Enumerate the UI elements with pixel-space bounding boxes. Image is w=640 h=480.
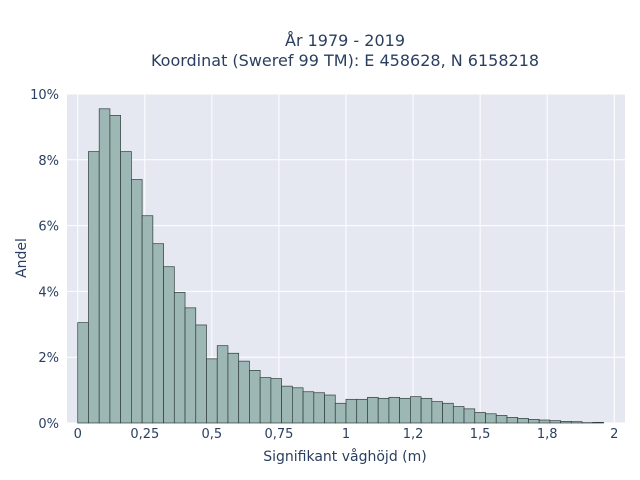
x-tick-label: 1,8: [537, 427, 558, 442]
histogram-bar: [291, 387, 304, 424]
x-tick-label: 1: [342, 427, 350, 442]
y-tick-label: 2%: [38, 351, 59, 366]
histogram-bar: [506, 417, 519, 424]
histogram-bar: [570, 421, 583, 424]
histogram-bar: [249, 370, 261, 424]
histogram-bar: [131, 179, 143, 424]
histogram-bar: [238, 360, 250, 424]
x-tick-label: 0,5: [202, 427, 223, 442]
histogram-bar: [313, 392, 325, 424]
x-tick-label: 2: [610, 427, 618, 442]
y-tick-labels: 0% 2% 4% 6% 8% 10%: [30, 88, 59, 432]
histogram-bar: [549, 420, 561, 424]
histogram-bar: [377, 397, 390, 424]
histogram-bar: [442, 402, 454, 424]
histogram-bar: [88, 151, 100, 424]
x-tick-label: 0,75: [264, 427, 293, 442]
histogram-bar: [399, 397, 411, 424]
histogram-bar: [216, 345, 229, 424]
y-tick-label: 0%: [38, 417, 59, 432]
histogram-bar: [538, 419, 551, 424]
histogram-bar: [485, 413, 497, 424]
histogram-bar: [302, 391, 315, 424]
y-tick-label: 10%: [30, 88, 59, 103]
histogram-bar: [324, 394, 336, 424]
histogram-bar: [163, 266, 175, 424]
histogram-bar: [281, 385, 293, 424]
y-tick-label: 6%: [38, 220, 59, 235]
histogram-bar: [77, 322, 89, 424]
histogram-bar: [431, 401, 443, 424]
histogram-bar: [98, 108, 111, 424]
histogram-bar: [463, 408, 476, 424]
histogram-bar: [152, 243, 164, 424]
histogram-bar: [120, 151, 132, 424]
histogram-bar: [495, 415, 508, 424]
histogram-bar: [109, 115, 122, 424]
bars: [77, 108, 604, 424]
histogram-bar: [206, 358, 218, 424]
histogram-bar: [474, 412, 486, 424]
histogram-bar: [227, 352, 240, 424]
x-axis-label: Signifikant våghöjd (m): [263, 448, 426, 465]
x-tick-labels: 0 0,25 0,5 0,75 1 1,2 1,5 1,8 2: [74, 427, 619, 442]
x-tick-label: 0: [74, 427, 82, 442]
histogram-bar: [452, 406, 465, 424]
histogram-bar: [410, 396, 422, 424]
histogram-bar: [334, 402, 347, 424]
histogram-bar: [356, 398, 368, 424]
histogram-bar: [270, 378, 282, 424]
chart-subtitle: Koordinat (Sweref 99 TM): E 458628, N 61…: [151, 51, 539, 70]
histogram-bar: [345, 398, 358, 424]
histogram-bar: [528, 419, 540, 424]
y-axis-label: Andel: [14, 238, 30, 278]
histogram-bar: [259, 377, 272, 424]
histogram-bar: [388, 396, 401, 424]
histogram-bar: [195, 324, 207, 424]
x-tick-label: 0,25: [130, 427, 159, 442]
histogram-bar: [184, 307, 197, 424]
histogram-bar: [420, 397, 433, 424]
x-tick-label: 1,2: [403, 427, 424, 442]
y-tick-label: 8%: [38, 154, 59, 169]
y-tick-label: 4%: [38, 285, 59, 300]
histogram-bar: [367, 396, 379, 424]
histogram-bar: [592, 421, 604, 424]
histogram-bar: [173, 292, 186, 424]
histogram-bar: [517, 418, 529, 424]
histogram-bar: [141, 215, 154, 424]
chart-title: År 1979 - 2019: [285, 31, 405, 50]
x-tick-label: 1,5: [470, 427, 491, 442]
histogram-bar: [560, 421, 572, 424]
